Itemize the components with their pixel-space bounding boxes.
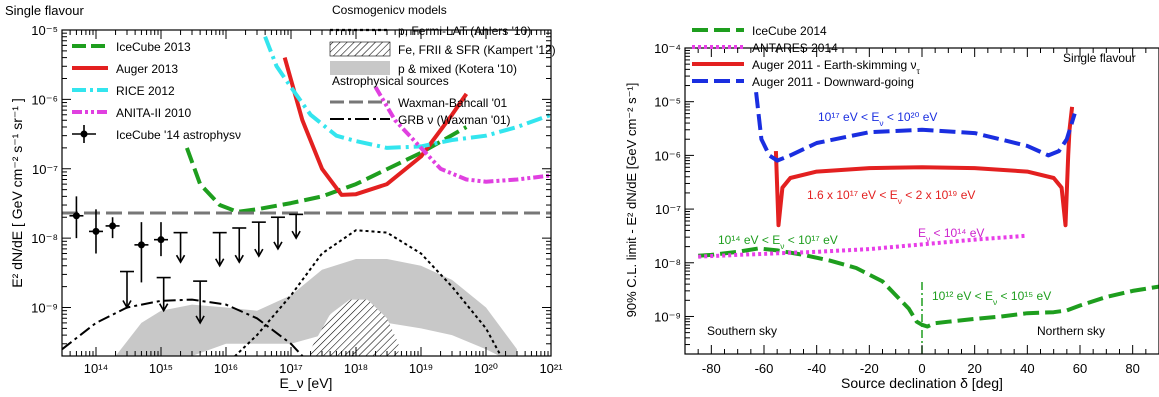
annotation-2: Eν < 10¹⁴ eV: [918, 226, 984, 244]
right-y-tick-label: 10⁻⁶: [654, 148, 681, 163]
left-y-tick-label: 10⁻⁷: [32, 162, 58, 177]
left-x-tick-label: 10²¹: [539, 361, 563, 376]
left-corner-label: Single flavour: [5, 3, 84, 18]
right-chart: Single flavour -80 -60 -40 -20 0 20 40 60 80 10⁻⁹…: [624, 24, 1159, 391]
left-plot-frame: [61, 29, 552, 357]
icecube14-limit-arrow-1: [158, 303, 169, 313]
legend-cosmogenic-label-1: Fe, FRII & SFR (Kampert '12): [398, 43, 556, 57]
left-y-tick-label: 10⁻⁵: [31, 23, 58, 38]
series-auger_dg: [754, 91, 1077, 163]
right-y-tick-label: 10⁻⁹: [654, 309, 681, 324]
right-legend-label-3: Auger 2011 - Downward-going: [752, 75, 914, 89]
right-y-axis-label: 90% C.L. limit - E² dN/dE [GeV cm⁻² s⁻¹]: [624, 83, 639, 318]
right-x-tick-label: 20: [967, 361, 981, 376]
right-x-tick-label: -80: [702, 361, 721, 376]
band-kotera: [115, 259, 517, 356]
icecube14-point-3: [137, 241, 145, 249]
right-x-tick-label: 60: [1073, 361, 1087, 376]
left-y-axis-label: E² dN/dE [ GeV cm⁻² s⁻¹ sr⁻¹ ]: [9, 98, 25, 287]
legend-header-cosmogenic: Cosmogenicν models: [332, 3, 447, 17]
left-x-tick-label: 10¹⁹: [409, 361, 433, 376]
left-x-tick-label: 10¹⁴: [84, 361, 108, 376]
icecube14-limit-arrow-6: [254, 248, 264, 258]
icecube14-limit-arrow-8: [291, 230, 301, 240]
annotation-0: 10¹⁷ eV < Eν < 10²⁰ eV: [818, 110, 937, 128]
icecube14-limit-arrow-4: [214, 258, 225, 268]
annotation-5: Southern sky: [707, 324, 777, 338]
legend-header-astrophysical: Astrophysical sources: [332, 74, 449, 88]
legend-astro-label-0: Waxman-Bahcall '01: [398, 96, 508, 110]
left-chart: Single flavour 10¹⁴ 10¹⁵ 10¹⁶ 10¹⁷ 10¹⁸ 10¹⁹ 1…: [5, 3, 563, 391]
left-x-tick-label: 10¹⁶: [214, 361, 238, 376]
legend-label-2: RICE 2012: [116, 84, 175, 98]
left-x-axis-label: E_ν [eV]: [280, 375, 333, 391]
series-icecube2013: [185, 125, 468, 214]
icecube14-point-2: [109, 222, 117, 230]
legend-cosmogenic-label-0: p, Fermi-LAT (Ahlers '10): [398, 24, 531, 38]
annotation-4: 10¹² eV < Eν < 10¹⁵ eV: [932, 289, 1051, 307]
icecube14-limit-arrow-0: [122, 300, 132, 310]
left-x-tick-label: 10¹⁸: [344, 361, 368, 376]
legend-swatch-kampert: [329, 41, 391, 57]
icecube14-point-4: [157, 236, 165, 244]
right-y-tick-label: 10⁻⁵: [654, 95, 681, 110]
icecube14-limit-arrow-7: [273, 241, 283, 251]
left-x-tick-label: 10²⁰: [474, 361, 498, 376]
band-kampert: [310, 299, 399, 356]
icecube14-limit-arrow-3: [195, 315, 205, 325]
right-corner-label: Single flavour: [1063, 51, 1136, 65]
right-x-tick-label: -40: [807, 361, 826, 376]
left-x-tick-label: 10¹⁵: [149, 361, 173, 376]
series-fermi_lat: [233, 229, 503, 356]
annotation-6: Northern sky: [1037, 324, 1105, 338]
right-x-axis-label: Source declination δ [deg]: [841, 375, 1003, 391]
icecube14-limit-arrow-2: [175, 254, 186, 264]
left-y-tick-label: 10⁻⁶: [31, 92, 58, 107]
legend-label-1: Auger 2013: [116, 62, 178, 76]
right-x-tick-label: -60: [755, 361, 774, 376]
right-y-tick-label: 10⁻⁷: [655, 202, 681, 217]
left-y-tick-label: 10⁻⁹: [31, 301, 58, 316]
icecube14-point-1: [92, 227, 100, 235]
series-grb: [62, 298, 304, 356]
right-x-tick-label: 80: [1125, 361, 1139, 376]
annotation-3: 10¹⁴ eV < Eν < 10¹⁷ eV: [718, 233, 838, 251]
right-y-tick-label: 10⁻⁸: [654, 256, 681, 271]
right-legend-label-2: Auger 2011 - Earth-skimming ντ: [752, 58, 921, 76]
right-legend-label-0: IceCube 2014: [752, 24, 827, 38]
legend-astro-label-1: GRB ν (Waxman '01): [398, 113, 511, 127]
series-anita2010: [373, 86, 551, 184]
series-auger2013: [282, 57, 469, 197]
series-rice2012: [263, 35, 551, 150]
right-x-tick-label: -20: [860, 361, 879, 376]
right-x-tick-label: 0: [918, 361, 925, 376]
right-x-tick-label: 40: [1020, 361, 1034, 376]
icecube14-limit-arrow-5: [234, 254, 244, 264]
legend-label-3: ANITA-II 2010: [116, 106, 191, 120]
legend-marker-icecube14: [80, 130, 88, 138]
right-legend-label-1: ANTARES 2014: [752, 41, 838, 55]
series-icecube2014: [698, 246, 1159, 329]
legend-label-0: IceCube 2013: [116, 40, 191, 54]
series-auger_es: [773, 106, 1075, 228]
left-x-tick-label: 10¹⁷: [279, 361, 303, 376]
legend-swatch-kotera: [330, 61, 390, 75]
icecube14-point-0: [72, 212, 80, 220]
legend-cosmogenic-label-2: p & mixed (Kotera '10): [398, 62, 517, 76]
legend-label-4: IceCube '14 astrophysν: [116, 128, 241, 142]
series-antares2014: [698, 233, 1028, 259]
right-y-tick-label: 10⁻⁴: [654, 41, 681, 56]
left-y-tick-label: 10⁻⁸: [31, 231, 58, 246]
annotation-1: 1.6 x 10¹⁷ eV < Eν < 2 x 10¹⁹ eV: [807, 188, 975, 206]
